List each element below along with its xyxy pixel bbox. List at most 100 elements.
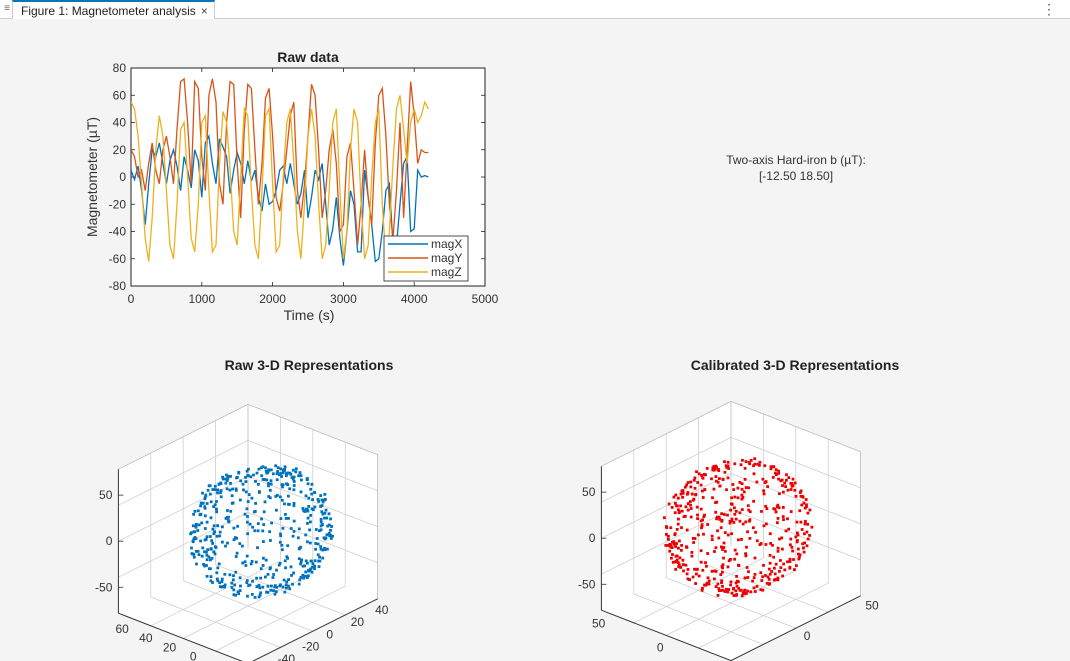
scatter-point — [793, 481, 797, 485]
scatter-point — [793, 488, 797, 492]
scatter-point — [285, 482, 288, 486]
scatter-point — [263, 500, 267, 504]
scatter-point — [308, 528, 311, 532]
scatter-point — [309, 487, 313, 491]
scatter-point — [751, 579, 754, 583]
scatter-point — [243, 560, 247, 564]
scatter-point — [721, 548, 724, 551]
scatter-point — [779, 559, 782, 562]
grid-line — [247, 440, 378, 492]
scatter-point — [805, 503, 808, 507]
scatter-point — [309, 514, 313, 517]
scatter-point — [777, 477, 780, 481]
scatter-point — [803, 522, 807, 526]
scatter-point — [701, 489, 704, 493]
scatter-point — [228, 488, 232, 492]
scatter-point — [738, 519, 742, 523]
scatter-point — [223, 583, 227, 587]
scatter-point — [806, 522, 810, 526]
scatter-point — [283, 559, 287, 563]
scatter-point — [798, 509, 802, 513]
scatter-point — [726, 565, 730, 569]
scatter-point — [292, 519, 296, 523]
scatter-point — [275, 478, 279, 482]
scatter-point — [677, 563, 681, 567]
scatter-point — [303, 510, 307, 513]
scatter-point — [767, 577, 771, 581]
scatter-point — [321, 512, 325, 516]
scatter-point — [190, 531, 193, 535]
scatter-point — [278, 561, 282, 565]
scatter-point — [306, 540, 309, 544]
scatter-point — [281, 468, 285, 472]
scatter-point — [686, 491, 690, 494]
scatter-point — [257, 595, 261, 599]
scatter-point — [310, 482, 314, 486]
scatter-point — [776, 521, 779, 525]
scatter-point — [245, 554, 249, 558]
tab-menu-icon[interactable]: ≡ — [4, 3, 10, 14]
scatter-point — [802, 501, 806, 505]
scatter-point — [230, 586, 234, 589]
scatter-point — [268, 496, 272, 500]
scatter-point — [774, 468, 778, 472]
close-icon[interactable]: × — [200, 3, 208, 18]
series-line-magY — [131, 77, 429, 246]
figure-tab[interactable]: Figure 1: Magnetometer analysis × — [12, 0, 215, 19]
scatter-point — [216, 566, 220, 570]
scatter-point — [686, 492, 689, 496]
scatter-point — [213, 488, 217, 491]
scatter-point — [684, 505, 688, 509]
more-options-icon[interactable]: ⋮ — [1042, 1, 1056, 17]
scatter-point — [696, 513, 699, 517]
scatter-point — [216, 524, 219, 527]
scatter-point — [323, 516, 326, 520]
scatter-point — [237, 592, 241, 596]
scatter-point — [748, 518, 752, 522]
scatter-point — [323, 493, 327, 496]
scatter-point — [269, 482, 273, 486]
scatter-point — [788, 565, 792, 569]
scatter-point — [234, 570, 238, 574]
scatter-point — [691, 575, 695, 579]
scatter-point — [690, 551, 694, 554]
scatter-point — [278, 540, 282, 544]
scatter-point — [772, 465, 776, 469]
scatter-point — [778, 537, 781, 541]
scatter-point — [205, 558, 209, 562]
scatter-point — [319, 505, 322, 508]
scatter-point — [221, 477, 225, 481]
scatter-point — [707, 579, 711, 583]
scatter-point — [205, 574, 209, 578]
scatter-point — [317, 565, 321, 568]
scatter-point — [282, 578, 286, 582]
ytick-label: -20 — [302, 640, 320, 654]
scatter-point — [291, 468, 295, 472]
scatter-point — [697, 574, 701, 578]
scatter-point — [699, 519, 703, 523]
scatter-point — [733, 557, 736, 561]
scatter-point — [258, 586, 262, 590]
scatter-point — [765, 581, 769, 585]
scatter-point — [769, 465, 773, 469]
scatter-point — [768, 582, 771, 585]
scatter-point — [710, 534, 714, 538]
scatter-point — [674, 568, 678, 571]
scatter-point — [200, 554, 204, 558]
scatter-point — [308, 541, 312, 545]
scatter-point — [730, 496, 733, 500]
scatter-point — [234, 555, 238, 558]
scatter-point — [256, 522, 260, 525]
xtick-label: 3000 — [330, 292, 357, 306]
scatter-point — [253, 529, 257, 533]
scatter-point — [669, 526, 673, 530]
scatter-point — [258, 593, 262, 597]
scatter-point — [734, 589, 738, 593]
scatter-point — [290, 574, 293, 577]
scatter-point — [671, 553, 674, 556]
scatter-point — [675, 542, 678, 545]
scatter-point — [774, 471, 777, 475]
ytick-label: -80 — [109, 279, 127, 293]
scatter-point — [681, 491, 685, 495]
xtick-label: 5000 — [472, 292, 499, 306]
